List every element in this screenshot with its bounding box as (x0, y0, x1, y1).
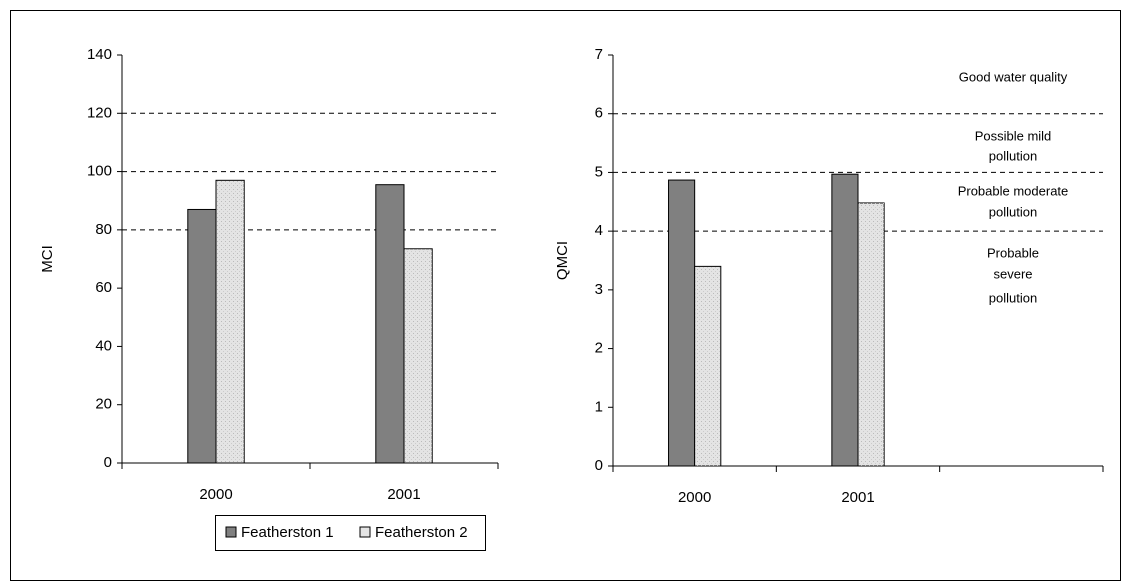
bar-texture (858, 202, 885, 466)
bar-texture (404, 248, 433, 463)
bar (187, 208, 217, 464)
annotation: Possible mild (975, 128, 1052, 143)
legend-swatch (359, 526, 371, 538)
annotation: Probable (987, 245, 1039, 260)
x-tick-label: 2001 (387, 486, 420, 503)
y-axis-label: QMCI (554, 241, 571, 280)
y-tick-label: 60 (95, 279, 112, 296)
y-axis-label: MCI (39, 245, 56, 273)
y-tick-label: 4 (595, 222, 603, 239)
legend-swatch (225, 526, 237, 538)
annotation: pollution (989, 204, 1037, 219)
bar (831, 173, 859, 467)
x-tick-label: 2000 (678, 489, 711, 506)
bar-texture (694, 266, 721, 466)
y-tick-label: 0 (104, 454, 112, 471)
bar (668, 179, 696, 467)
bar-texture (216, 180, 245, 464)
annotation: Probable moderate (958, 183, 1069, 198)
x-tick-label: 2001 (841, 489, 874, 506)
annotation: pollution (989, 148, 1037, 163)
legend-label: Featherston 1 (241, 524, 334, 541)
legend-box (215, 515, 486, 551)
annotation: severe (993, 266, 1032, 281)
y-tick-label: 100 (87, 163, 112, 180)
annotation: pollution (989, 290, 1037, 305)
legend-label: Featherston 2 (375, 524, 468, 541)
y-tick-label: 40 (95, 337, 112, 354)
y-tick-label: 20 (95, 396, 112, 413)
y-tick-label: 2 (595, 340, 603, 357)
y-tick-label: 7 (595, 46, 603, 63)
y-tick-label: 80 (95, 221, 112, 238)
y-tick-label: 1 (595, 398, 603, 415)
y-tick-label: 120 (87, 104, 112, 121)
y-tick-label: 6 (595, 105, 603, 122)
frame (10, 10, 1121, 581)
y-tick-label: 140 (87, 46, 112, 63)
x-tick-label: 2000 (199, 486, 232, 503)
annotation: Good water quality (959, 69, 1068, 84)
y-tick-label: 3 (595, 281, 603, 298)
y-tick-label: 5 (595, 163, 603, 180)
bar (375, 184, 405, 464)
y-tick-label: 0 (595, 457, 603, 474)
